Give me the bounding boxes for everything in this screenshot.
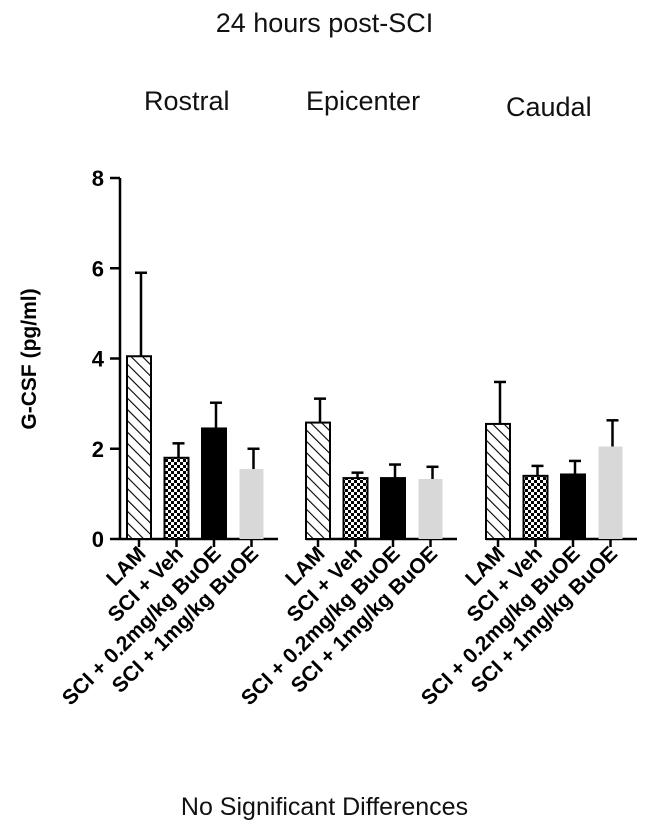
y-tick-label: 4 <box>92 347 105 372</box>
bar <box>305 421 331 541</box>
bar <box>522 474 549 541</box>
y-tick-label: 0 <box>92 527 104 552</box>
bar <box>201 427 227 541</box>
y-axis-label: G-CSF (pg/ml) <box>18 288 41 429</box>
bar <box>342 477 369 540</box>
x-category-label: SCI + 0.2mg/kg BuOE <box>237 542 405 710</box>
footnote-annotation: No Significant Differences <box>180 793 469 821</box>
bar <box>380 477 406 540</box>
bar <box>126 355 152 540</box>
group-label-caudal: Caudal <box>506 92 592 122</box>
y-tick-label: 6 <box>92 256 104 281</box>
x-category-label: SCI + 0.2mg/kg BuOE <box>417 542 585 710</box>
bar <box>485 422 511 540</box>
y-tick-label: 2 <box>92 437 104 462</box>
bar <box>239 469 264 539</box>
group-label-rostral: Rostral <box>144 86 230 116</box>
group-label-epicenter: Epicenter <box>306 86 421 116</box>
y-tick-label: 8 <box>92 166 104 191</box>
bar <box>598 446 623 539</box>
bar <box>560 473 586 540</box>
bar <box>418 478 443 539</box>
x-category-label: SCI + 0.2mg/kg BuOE <box>58 542 226 710</box>
chart-title: 24 hours post-SCI <box>215 8 434 38</box>
bar <box>163 456 190 540</box>
